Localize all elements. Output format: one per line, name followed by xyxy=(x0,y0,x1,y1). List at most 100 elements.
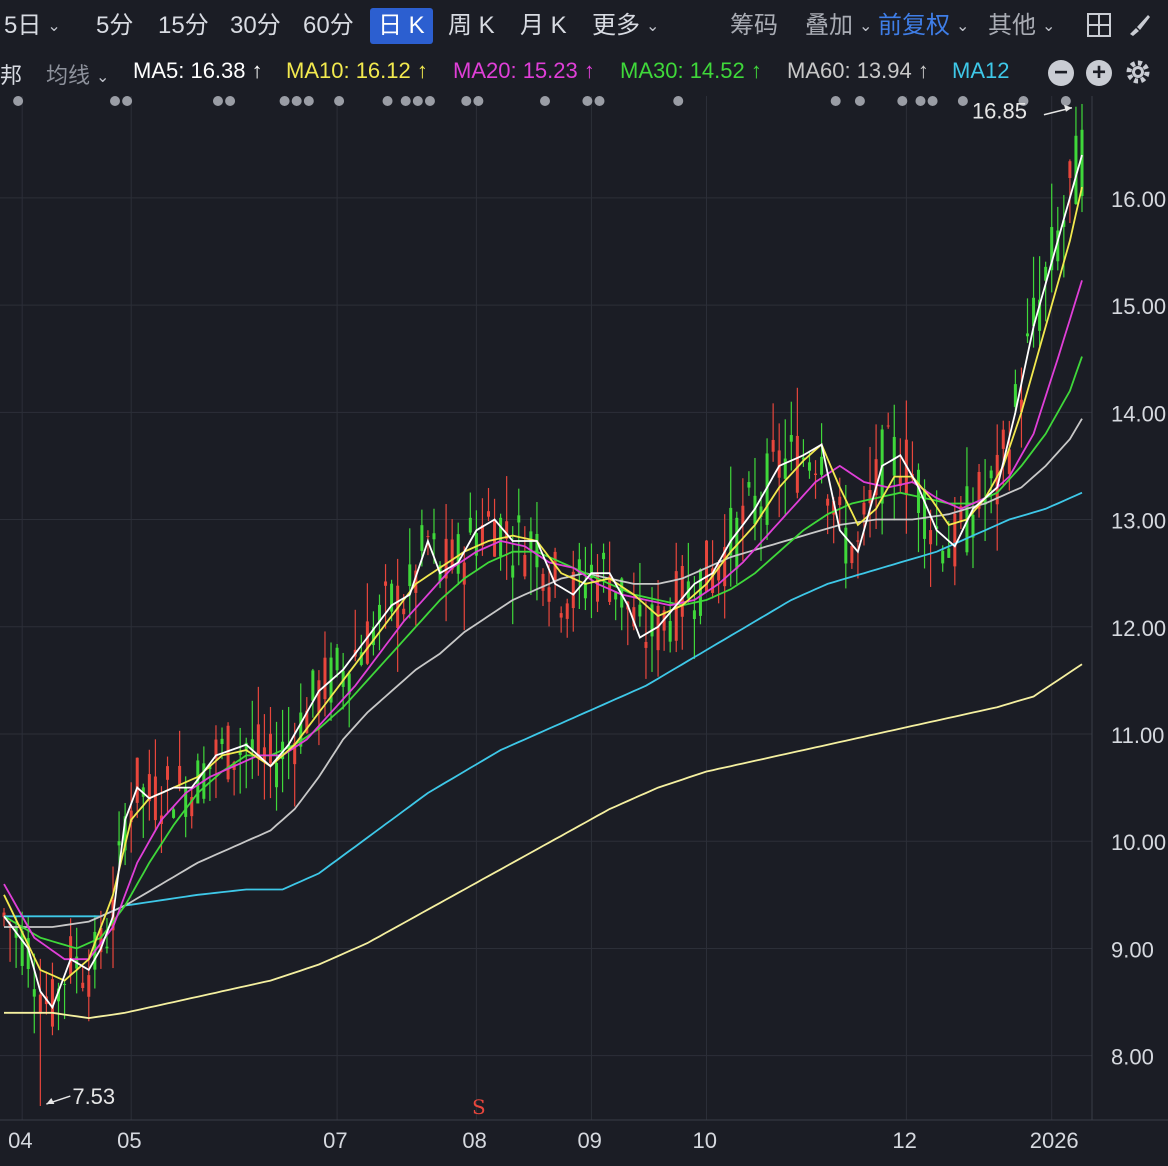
candle-body xyxy=(377,604,381,622)
y-tick-label: 13.00 xyxy=(1111,509,1166,534)
candle-body xyxy=(1019,399,1023,413)
candle-body xyxy=(741,505,745,525)
tab-60min[interactable]: 60分 xyxy=(303,12,354,39)
ma-selector[interactable]: 均线 ⌄ xyxy=(46,58,109,90)
tab-15min[interactable]: 15分 xyxy=(158,12,209,39)
event-dot xyxy=(424,96,435,106)
ma10-value: MA10: 16.12 ↑ xyxy=(286,58,428,83)
candle-body xyxy=(596,573,600,602)
candle-body xyxy=(577,559,581,576)
candle-body xyxy=(63,984,67,986)
tab-more[interactable]: 更多 ⌄ xyxy=(592,8,659,44)
stock-name-fragment: 邦 xyxy=(0,63,23,88)
x-tick-label: 05 xyxy=(117,1128,141,1153)
candle-body xyxy=(8,923,12,928)
ma60-value: MA60: 13.94 ↑ xyxy=(787,58,929,83)
candle-body xyxy=(190,797,194,817)
candle-body xyxy=(892,436,896,476)
event-dot xyxy=(291,96,302,106)
ma20-value: MA20: 15.23 ↑ xyxy=(453,58,595,83)
chart-annotations: 16.85 7.53 S xyxy=(46,99,1073,1119)
candle-body xyxy=(81,982,85,988)
y-tick-label: 11.00 xyxy=(1111,723,1164,748)
candle-body xyxy=(335,647,339,671)
candle-body xyxy=(105,946,109,949)
y-axis: 16.00 15.00 14.00 13.00 12.00 11.00 10.00 9.00 8… xyxy=(1111,187,1166,1070)
x-tick-label: 07 xyxy=(323,1128,347,1153)
candle-body xyxy=(541,573,545,591)
x-axis: 04 05 07 08 09 10 12 2026 xyxy=(8,1128,1079,1153)
event-dot xyxy=(582,96,593,106)
event-dot xyxy=(461,96,472,106)
candle-body xyxy=(365,621,369,664)
zoom-out-icon[interactable]: − xyxy=(1048,60,1074,86)
ma120-value: MA12 xyxy=(952,58,1010,83)
candle-body xyxy=(26,938,30,970)
tab-30min[interactable]: 30分 xyxy=(230,12,281,39)
event-dot xyxy=(110,96,121,106)
tab-daily-k[interactable]: 日 K xyxy=(370,8,433,44)
candle-body xyxy=(814,473,818,476)
chevron-down-icon: ⌄ xyxy=(646,17,660,35)
adjust-forward-label: 前复权 xyxy=(878,12,950,39)
candle-body xyxy=(480,525,484,546)
candle-body xyxy=(184,787,188,817)
candle-body xyxy=(262,747,266,761)
candle-body xyxy=(668,621,672,642)
candle-body xyxy=(305,710,309,733)
candle-body xyxy=(499,517,503,557)
tab-monthly-k[interactable]: 月 K xyxy=(520,12,567,39)
event-dot xyxy=(412,96,423,106)
candle-body xyxy=(826,498,830,506)
candle-body xyxy=(99,928,103,953)
candle-body xyxy=(698,569,702,616)
tab-weekly-k[interactable]: 周 K xyxy=(448,12,495,39)
event-dot xyxy=(13,96,24,106)
candle-body xyxy=(711,568,715,593)
x-tick-label: 09 xyxy=(577,1128,601,1153)
y-tick-label: 12.00 xyxy=(1111,616,1166,641)
event-dot xyxy=(540,96,550,106)
low-arrowhead xyxy=(46,1098,55,1105)
candle-body xyxy=(1080,129,1084,197)
event-dot xyxy=(915,96,926,106)
candle-body xyxy=(602,552,606,560)
adjust-forward-button[interactable]: 前复权 ⌄ xyxy=(878,8,969,44)
candle-body xyxy=(432,533,436,540)
candle-body xyxy=(547,587,551,602)
candle-body xyxy=(783,458,787,479)
candle-body xyxy=(250,739,254,751)
event-dot xyxy=(594,96,605,106)
overlay-button[interactable]: 叠加 ⌄ xyxy=(805,8,872,44)
candle-body xyxy=(723,547,727,587)
candle-body xyxy=(311,670,315,701)
candle-body xyxy=(408,564,412,587)
candle-body xyxy=(172,809,176,818)
tab-5day[interactable]: 5日 ⌄ xyxy=(4,8,61,44)
grid-layout-icon[interactable] xyxy=(1086,12,1112,48)
event-dot xyxy=(897,96,908,106)
other-button[interactable]: 其他 ⌄ xyxy=(988,8,1055,44)
gear-icon[interactable] xyxy=(1124,58,1152,86)
ma5-line xyxy=(3,154,1083,1010)
high-arrowhead xyxy=(1063,104,1072,112)
candle-body xyxy=(705,540,709,592)
zoom-in-icon[interactable]: + xyxy=(1086,60,1112,86)
candle-body xyxy=(523,554,527,577)
candle-body xyxy=(57,988,61,1002)
candle-body xyxy=(129,810,133,823)
candle-body xyxy=(583,582,587,599)
event-dot xyxy=(1060,96,1071,106)
tab-5min[interactable]: 5分 xyxy=(96,12,134,39)
ma60-line xyxy=(4,418,1083,928)
candle-body xyxy=(977,471,981,509)
candle-body xyxy=(474,533,478,556)
candle-body xyxy=(1025,333,1029,337)
candle-body xyxy=(371,626,375,646)
chips-button[interactable]: 筹码 xyxy=(730,12,778,39)
candle-body xyxy=(929,530,933,545)
candle-body xyxy=(868,490,872,504)
candle-body xyxy=(1038,299,1042,331)
brush-icon[interactable] xyxy=(1126,12,1152,48)
